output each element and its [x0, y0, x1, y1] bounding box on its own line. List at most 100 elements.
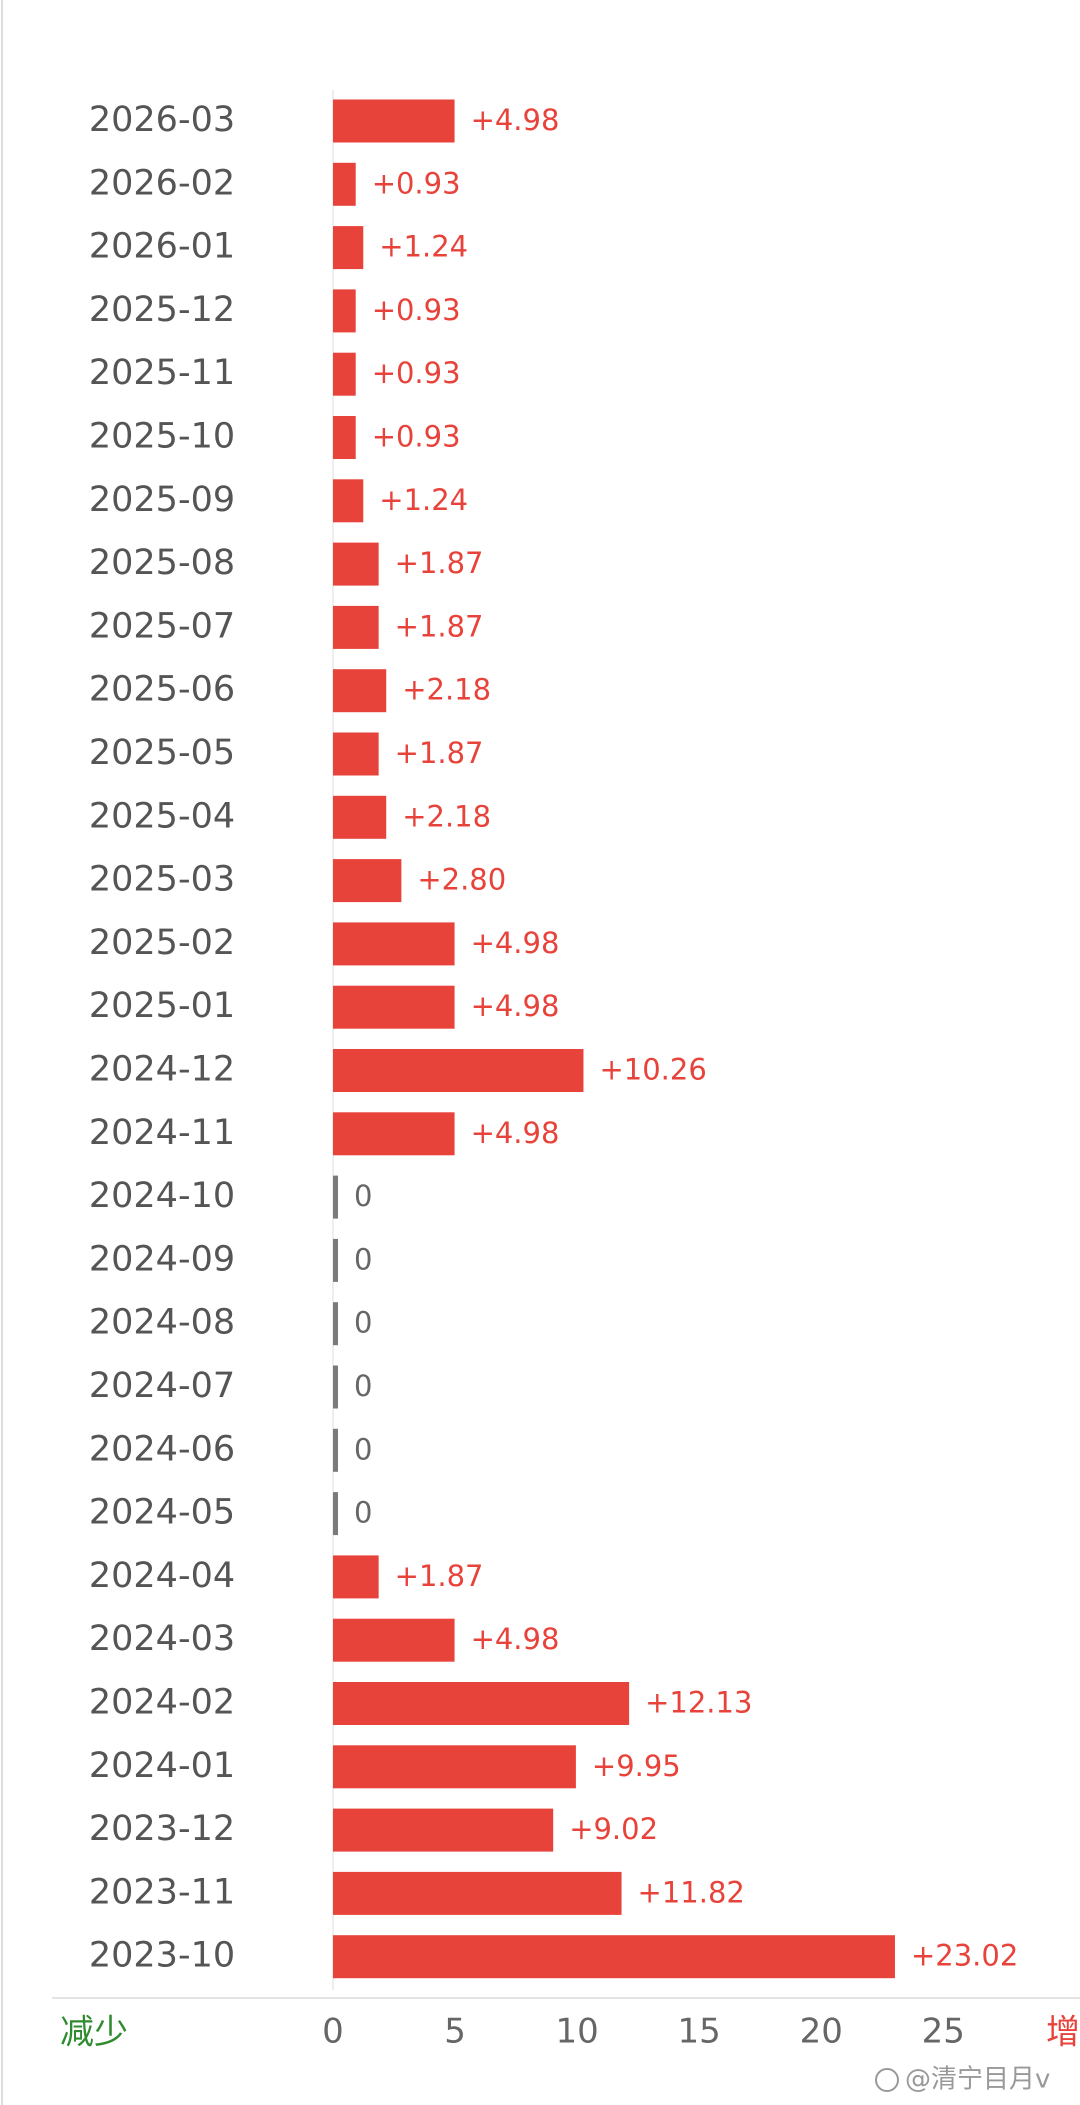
bar	[333, 1871, 622, 1915]
y-tick-label: 2025-08	[89, 543, 235, 583]
bar	[333, 1049, 584, 1092]
bar	[333, 1808, 554, 1852]
value-label: +1.87	[395, 1559, 484, 1593]
value-label: +9.02	[569, 1812, 658, 1846]
y-tick-label: 2025-01	[89, 986, 235, 1026]
value-label: +4.98	[471, 989, 560, 1023]
x-tick-label: 5	[444, 2012, 466, 2052]
value-label: 0	[354, 1242, 372, 1276]
y-tick-label: 2023-10	[89, 1936, 235, 1976]
y-tick-label: 2024-10	[89, 1176, 235, 1216]
bar	[333, 99, 455, 143]
y-tick-label: 2024-11	[89, 1113, 235, 1153]
y-tick-label: 2026-01	[89, 227, 235, 267]
y-tick-label: 2023-12	[89, 1809, 235, 1849]
bar	[333, 1175, 338, 1219]
bar	[333, 922, 455, 966]
watermark: @清宁目月v	[905, 2065, 1050, 2095]
bar	[333, 985, 455, 1029]
value-label: 0	[354, 1432, 372, 1466]
y-tick-label: 2025-02	[89, 923, 235, 963]
y-tick-label: 2024-12	[89, 1050, 235, 1090]
y-tick-label: 2025-04	[89, 796, 235, 836]
bar	[333, 1555, 379, 1599]
value-label: +1.87	[395, 609, 484, 643]
y-tick-label: 2025-03	[89, 860, 235, 900]
value-label: +9.95	[592, 1749, 681, 1783]
value-label: +2.18	[402, 799, 491, 833]
bar	[333, 1618, 455, 1662]
bar	[333, 542, 379, 586]
bar	[333, 1682, 630, 1725]
bar	[333, 1112, 455, 1156]
bar	[333, 1428, 338, 1472]
bar	[333, 1302, 338, 1346]
y-tick-label: 2024-05	[89, 1493, 235, 1533]
bar	[333, 859, 402, 903]
bar	[333, 1365, 338, 1409]
watermark-icon	[875, 2068, 899, 2092]
y-tick-label: 2024-02	[89, 1683, 235, 1723]
y-tick-label: 2024-06	[89, 1429, 235, 1469]
right-label: 增	[1046, 2013, 1080, 2053]
y-tick-label: 2025-05	[89, 733, 235, 773]
bar	[333, 289, 356, 333]
x-tick-label: 10	[555, 2012, 598, 2052]
bar	[333, 732, 379, 776]
value-label: 0	[354, 1306, 372, 1340]
bar	[333, 479, 364, 523]
value-label: +1.87	[395, 736, 484, 770]
value-label: +4.98	[471, 1622, 560, 1656]
y-tick-label: 2025-07	[89, 606, 235, 646]
y-tick-label: 2024-04	[89, 1556, 235, 1596]
value-label: +4.98	[471, 103, 560, 137]
bar	[333, 1492, 338, 1536]
bar	[333, 1935, 895, 1979]
value-label: +4.98	[471, 1116, 560, 1150]
y-tick-label: 2024-07	[89, 1366, 235, 1406]
bar	[333, 226, 364, 270]
bar	[333, 352, 356, 396]
value-label: +4.98	[471, 926, 560, 960]
value-label: +11.82	[638, 1875, 745, 1909]
y-tick-label: 2025-12	[89, 290, 235, 330]
y-tick-label: 2025-10	[89, 417, 235, 457]
y-tick-label: 2025-06	[89, 670, 235, 710]
x-tick-label: 20	[800, 2012, 843, 2052]
value-label: 0	[354, 1179, 372, 1213]
left-label: 减少	[60, 2013, 128, 2053]
value-label: +12.13	[645, 1686, 752, 1720]
value-label: +23.02	[911, 1939, 1018, 1973]
value-label: +1.87	[395, 546, 484, 580]
x-tick-label: 0	[322, 2012, 344, 2052]
y-tick-label: 2024-03	[89, 1619, 235, 1659]
y-tick-label: 2024-08	[89, 1303, 235, 1343]
value-label: +1.24	[379, 230, 468, 264]
bar	[333, 1745, 576, 1789]
y-tick-label: 2025-09	[89, 480, 235, 520]
value-label: +2.18	[402, 673, 491, 707]
value-label: +0.93	[372, 420, 461, 454]
bar	[333, 416, 356, 459]
bar	[333, 605, 379, 649]
bar	[333, 162, 356, 206]
value-label: +10.26	[599, 1053, 706, 1087]
value-label: +0.93	[372, 166, 461, 200]
y-tick-label: 2026-03	[89, 100, 235, 140]
value-label: 0	[354, 1369, 372, 1403]
value-label: +0.93	[372, 293, 461, 327]
y-tick-label: 2024-01	[89, 1746, 235, 1786]
x-tick-label: 15	[678, 2012, 721, 2052]
y-tick-label: 2025-11	[89, 353, 235, 393]
y-tick-label: 2023-11	[89, 1872, 235, 1912]
y-tick-label: 2024-09	[89, 1239, 235, 1279]
x-tick-label: 25	[922, 2012, 965, 2052]
bar	[333, 795, 387, 839]
value-label: +0.93	[372, 356, 461, 390]
bar	[333, 1238, 338, 1282]
bar	[333, 669, 387, 713]
value-label: +2.80	[417, 863, 506, 897]
value-label: 0	[354, 1496, 372, 1530]
value-label: +1.24	[379, 483, 468, 517]
